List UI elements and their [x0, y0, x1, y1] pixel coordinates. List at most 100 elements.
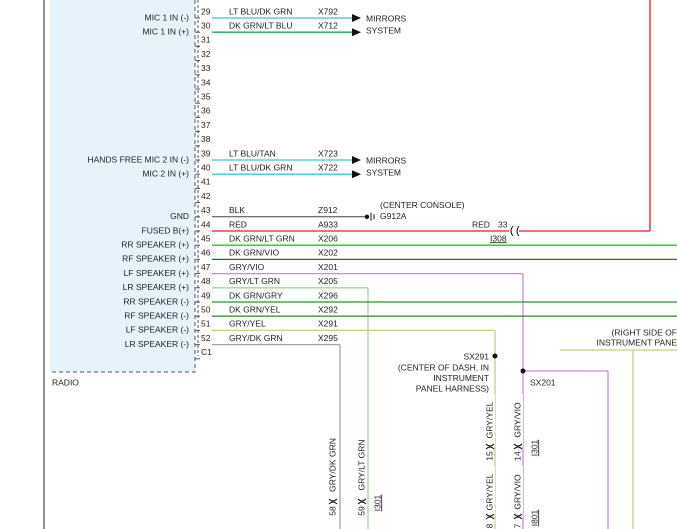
- circuit-id: X296: [318, 290, 338, 300]
- pin-number: 37: [201, 120, 211, 130]
- label-bg: [513, 466, 523, 518]
- pin-number: 42: [201, 191, 211, 201]
- wire-color: DK GRN/YEL: [229, 304, 281, 314]
- connector: [328, 498, 338, 505]
- arrow: [352, 14, 361, 22]
- splice-location: INSTRUMENT: [433, 373, 489, 383]
- bottom-pin: 7: [512, 523, 522, 528]
- connector-id: I308: [490, 233, 507, 243]
- bottom-wire: GRY/YEL: [484, 401, 494, 438]
- circuit-id: X291: [318, 319, 338, 329]
- ground-name: G912A: [380, 211, 407, 221]
- bottom-pin: 58: [327, 506, 337, 516]
- pin-label: LF SPEAKER (+): [124, 268, 190, 278]
- pin-number: 33: [201, 63, 211, 73]
- wire-color: GRY/VIO: [229, 262, 265, 272]
- wire-color: GRY/LT GRN: [229, 276, 280, 286]
- wire-color: LT BLU/DK GRN: [229, 162, 292, 172]
- arrow: [352, 170, 361, 179]
- connector-pin: 33: [498, 219, 508, 229]
- pin-number: 41: [201, 177, 211, 187]
- pin-number: 47: [201, 262, 211, 272]
- pin-number: 49: [201, 290, 211, 300]
- wire-color: DK GRN/LT BLU: [229, 20, 292, 30]
- bottom-connector: I301: [372, 494, 382, 511]
- arrow: [352, 28, 361, 37]
- label-bg: [357, 439, 367, 491]
- pin-number: 29: [201, 6, 211, 16]
- circuit-id: X722: [318, 162, 338, 172]
- pin-number: 30: [201, 20, 211, 30]
- pin-number: 35: [201, 91, 211, 101]
- circuit-id: X792: [318, 6, 338, 16]
- wire-color: RED: [229, 219, 247, 229]
- pin-label: RF SPEAKER (+): [122, 254, 189, 264]
- connector: [510, 225, 520, 237]
- wire-color: DK GRN/LT GRN: [229, 233, 295, 243]
- bottom-pin: 59: [356, 506, 366, 516]
- circuit-id: X723: [318, 148, 338, 158]
- pin-number: 40: [201, 162, 211, 172]
- wire-color: DK GRN/GRY: [229, 290, 283, 300]
- splice-name: SX201: [530, 377, 556, 387]
- bottom-wire: GRY/VIO: [512, 474, 522, 510]
- pin-number: 46: [201, 248, 211, 258]
- pin-number: 36: [201, 106, 211, 116]
- bottom-connector: I801: [529, 509, 539, 526]
- destination: MIRRORS: [366, 13, 406, 23]
- arrow: [352, 156, 361, 164]
- pin-label: HANDS FREE MIC 2 IN (-): [87, 154, 189, 164]
- pin-label: GND: [170, 211, 189, 221]
- pin-label: MIC 1 IN (+): [142, 26, 189, 36]
- circuit-id: X201: [318, 262, 338, 272]
- pin-number: 38: [201, 134, 211, 144]
- label-bg: [328, 439, 338, 491]
- pin-number: 34: [201, 77, 211, 87]
- circuit-id: X712: [318, 20, 338, 30]
- splice-name: SX291: [463, 351, 489, 361]
- bottom-pin: 8: [484, 523, 494, 528]
- circuit-id: X295: [318, 333, 338, 343]
- connector: [513, 513, 523, 520]
- wire-color: DK GRN/VIO: [229, 248, 279, 258]
- pin-label: RF SPEAKER (-): [124, 310, 189, 320]
- pin-number: 52: [201, 333, 211, 343]
- wire-color: LT BLU/DK GRN: [229, 6, 292, 16]
- circuit-id: A933: [318, 219, 338, 229]
- pin-label: RR SPEAKER (+): [121, 239, 189, 249]
- label-bg: [485, 394, 495, 446]
- pin-label: LR SPEAKER (-): [125, 339, 189, 349]
- connector: [485, 513, 495, 520]
- wire-color: GRY/YEL: [229, 319, 266, 329]
- pin-number: 45: [201, 233, 211, 243]
- bottom-pin: 14: [512, 451, 522, 461]
- connector: [485, 443, 495, 450]
- pin-number: 44: [201, 219, 211, 229]
- bottom-wire: GRY/DK GRN: [327, 438, 337, 492]
- bottom-pin: 15: [484, 451, 494, 461]
- connector: [513, 443, 523, 450]
- pin-number: C1: [201, 347, 212, 357]
- connector-wire: RED: [472, 219, 490, 229]
- connector: [357, 498, 367, 505]
- pin-number: 50: [201, 304, 211, 314]
- pin-label: MIC 2 IN (+): [142, 168, 189, 178]
- ground-location: (CENTER CONSOLE): [380, 200, 465, 210]
- circuit-id: X205: [318, 276, 338, 286]
- splice-dot: [492, 353, 498, 359]
- splice-location: PANEL HARNESS): [416, 383, 489, 393]
- bottom-wire: GRY/LT GRN: [356, 439, 366, 490]
- wire-color: BLK: [229, 205, 245, 215]
- destination: MIRRORS: [366, 155, 406, 165]
- destination: SYSTEM: [366, 167, 401, 177]
- ground-symbol: [370, 212, 375, 221]
- pin-label: FUSED B(+): [142, 225, 190, 235]
- module-name: RADIO: [52, 377, 79, 387]
- pin-label: RR SPEAKER (-): [123, 296, 189, 306]
- splice-location: (CENTER OF DASH, IN: [398, 362, 489, 372]
- splice-dot: [520, 368, 526, 374]
- destination: SYSTEM: [366, 25, 401, 35]
- radio-box: [50, 0, 195, 372]
- radio-box-border: [50, 0, 196, 373]
